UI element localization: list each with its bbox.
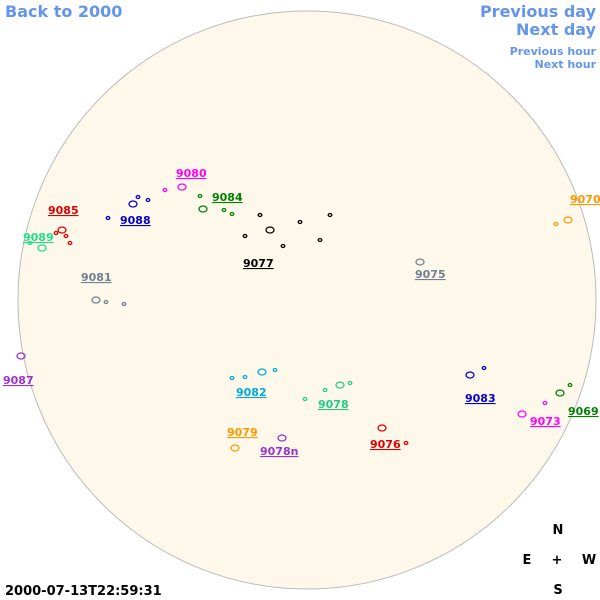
region-label[interactable]: 9089: [23, 231, 54, 244]
sunspot: [135, 194, 141, 200]
sunspot: [67, 240, 73, 246]
sunspot: [229, 211, 235, 217]
sunspot: [415, 258, 425, 266]
sunspot: [145, 197, 151, 203]
sunspot: [230, 444, 240, 452]
region-label[interactable]: 9073: [530, 415, 561, 428]
compass-west: W: [582, 553, 596, 568]
sunspot: [297, 219, 303, 225]
sunspot: [197, 193, 203, 199]
region-label[interactable]: 9076: [370, 438, 401, 451]
compass-center: +: [552, 553, 563, 568]
sunspot: [347, 380, 353, 386]
sunspot: [57, 226, 67, 234]
sunspot: [465, 371, 475, 379]
sunspot: [257, 212, 263, 218]
sunspot: [37, 244, 47, 252]
sunspot: [403, 440, 409, 446]
region-label[interactable]: 9077: [243, 257, 274, 270]
sunspot: [63, 233, 69, 239]
sunspot: [198, 205, 208, 213]
next-hour-link[interactable]: Next hour: [534, 58, 597, 71]
region-label[interactable]: 9070: [570, 193, 600, 206]
region-label[interactable]: 9088: [120, 214, 151, 227]
sunspot: [103, 299, 109, 305]
sunspot: [335, 381, 345, 389]
sunspot: [242, 233, 248, 239]
back-link[interactable]: Back to 2000: [5, 2, 123, 21]
region-label[interactable]: 9079: [227, 426, 258, 439]
sunspot: [91, 296, 101, 304]
region-label[interactable]: 9080: [176, 167, 207, 180]
region-label[interactable]: 9083: [465, 392, 496, 405]
sunspot: [121, 301, 127, 307]
region-label[interactable]: 9069: [568, 405, 599, 418]
compass-east: E: [523, 553, 532, 568]
sunspot: [27, 240, 33, 246]
sunspot: [317, 237, 323, 243]
sunspot: [302, 396, 308, 402]
solar-disk: [17, 10, 597, 590]
sunspot: [567, 382, 573, 388]
compass-north: N: [553, 523, 564, 538]
region-label[interactable]: 9081: [81, 271, 112, 284]
region-label[interactable]: 9078n: [260, 445, 298, 458]
region-label[interactable]: 9085: [48, 204, 79, 217]
sunspot: [128, 200, 138, 208]
region-label[interactable]: 9084: [212, 191, 243, 204]
sunspots: [16, 183, 573, 452]
sunspot: [277, 434, 287, 442]
previous-hour-link[interactable]: Previous hour: [509, 45, 596, 58]
sunspot: [242, 374, 248, 380]
sunspot: [177, 183, 187, 191]
sunspot: [377, 424, 387, 432]
compass-south: S: [553, 583, 562, 598]
sunspot: [280, 243, 286, 249]
sunspot: [322, 387, 328, 393]
sunspot: [53, 230, 59, 236]
sunspot: [229, 375, 235, 381]
sunspot: [563, 216, 573, 224]
timestamp: 2000-07-13T22:59:31: [5, 584, 162, 599]
sunspot: [553, 221, 559, 227]
sunspot: [265, 226, 275, 234]
region-label[interactable]: 9082: [236, 386, 267, 399]
region-label[interactable]: 9087: [3, 374, 34, 387]
next-day-link[interactable]: Next day: [516, 20, 596, 39]
sunspot: [257, 368, 267, 376]
region-label[interactable]: 9078: [318, 398, 349, 411]
sunspot: [272, 367, 278, 373]
sunspot: [221, 207, 227, 213]
sunspot: [542, 400, 548, 406]
sunspot: [517, 410, 527, 418]
previous-day-link[interactable]: Previous day: [479, 2, 596, 21]
sunspot: [16, 352, 26, 360]
sunspot: [162, 187, 168, 193]
region-labels: 9080 9084 9085 9088 9089 9077 9075 9081 9070 9087…: [3, 167, 600, 458]
region-label[interactable]: 9075: [415, 268, 446, 281]
sunspot: [105, 215, 111, 221]
sunspot: [481, 365, 487, 371]
sunspot: [555, 389, 565, 397]
sunspot: [327, 212, 333, 218]
